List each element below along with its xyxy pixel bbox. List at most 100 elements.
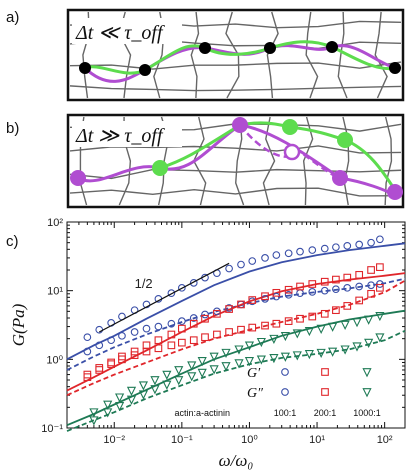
data-point-1000-1-loss	[103, 408, 113, 418]
data-point-1000-1-storage	[375, 311, 385, 322]
data-point-1000-1-storage	[138, 381, 149, 391]
y-tick-label: 10⁰	[46, 354, 63, 366]
data-point-200-1-loss	[237, 325, 245, 334]
data-point-1000-1-storage	[174, 366, 184, 376]
data-point-1000-1-storage	[292, 329, 302, 339]
data-point-1000-1-loss	[197, 368, 207, 378]
data-point-200-1-loss	[261, 321, 269, 330]
y-tick-label: 10²	[47, 217, 63, 229]
data-point-100-1-storage	[178, 283, 186, 292]
data-point-100-1-loss	[332, 285, 340, 294]
data-point-200-1-loss	[284, 317, 293, 325]
fit-line-200-1-loss	[66, 279, 406, 397]
data-point-100-1-storage	[332, 243, 340, 252]
panel-a-crosslink	[264, 42, 276, 54]
data-point-100-1-storage	[83, 333, 92, 342]
data-point-1000-1-storage	[187, 361, 197, 371]
data-point-1000-1-loss	[221, 362, 231, 372]
legend: G′ G″ actin:a-actinin 100:1 200:1 1000:1	[174, 366, 380, 418]
data-point-200-1-loss	[296, 314, 304, 323]
panel-a-annotation: Δt ≪ τ_off	[75, 22, 165, 44]
data-point-200-1-loss	[167, 341, 176, 350]
data-point-200-1-storage	[107, 358, 116, 367]
data-point-100-1-loss	[118, 331, 126, 340]
panel-b-crosslink	[232, 117, 248, 133]
x-tick-label: 10¹	[309, 434, 325, 446]
data-point-1000-1-storage	[126, 386, 137, 396]
fit-line-100-1-loss	[66, 277, 406, 371]
panel-a-crosslink	[139, 64, 151, 76]
data-point-100-1-storage	[261, 254, 269, 262]
data-point-200-1-loss	[332, 306, 340, 315]
data-point-1000-1-loss	[89, 416, 99, 426]
panel-b-crosslink	[282, 119, 298, 135]
data-point-100-1-storage	[272, 251, 281, 259]
slope-guide-line	[98, 262, 230, 333]
data-point-1000-1-loss	[174, 376, 184, 386]
data-point-200-1-storage	[367, 266, 375, 274]
data-point-200-1-loss	[355, 296, 364, 305]
panel-a: Δt ≪ τ_off	[66, 8, 405, 102]
data-point-1000-1-storage	[328, 322, 338, 332]
data-point-1000-1-storage	[352, 318, 362, 328]
panel-b-annotation-bg	[72, 121, 182, 147]
x-tick-label: 10⁰	[241, 434, 258, 446]
data-point-200-1-storage	[213, 309, 221, 318]
data-point-100-1-storage	[376, 235, 384, 244]
data-point-100-1-storage	[343, 241, 352, 250]
data-point-100-1-storage	[355, 240, 364, 249]
data-point-1000-1-storage	[340, 320, 350, 330]
data-point-200-1-loss	[142, 347, 151, 356]
data-point-200-1-loss	[320, 309, 329, 318]
data-point-200-1-storage	[237, 300, 245, 309]
data-point-200-1-loss	[83, 373, 92, 382]
data-point-100-1-loss	[83, 347, 92, 356]
data-point-100-1-loss	[154, 322, 163, 331]
data-point-1000-1-storage	[221, 348, 231, 359]
data-point-100-1-loss	[367, 281, 375, 290]
data-point-200-1-loss	[225, 328, 233, 336]
data-point-100-1-loss	[343, 283, 352, 292]
data-point-1000-1-storage	[364, 315, 374, 325]
legend-ratio-label: 100:1	[274, 408, 297, 418]
data-point-100-1-loss	[107, 336, 116, 345]
data-point-100-1-loss	[320, 286, 329, 295]
data-point-1000-1-loss	[234, 359, 244, 369]
data-point-1000-1-loss	[352, 342, 362, 352]
panel-b-unbound-crosslink	[283, 143, 301, 161]
data-point-1000-1-storage	[316, 324, 326, 334]
data-point-200-1-storage	[189, 319, 198, 328]
data-point-1000-1-loss	[340, 345, 350, 355]
data-point-200-1-storage	[83, 370, 92, 379]
mesh-strand-horizontal	[69, 168, 402, 180]
data-point-200-1-loss	[367, 289, 375, 298]
data-point-1000-1-loss	[244, 357, 255, 367]
plot-area	[66, 221, 406, 429]
data-point-100-1-storage	[296, 247, 304, 256]
legend-ratio-label: 200:1	[314, 408, 337, 418]
data-point-1000-1-storage	[150, 376, 160, 386]
data-point-100-1-storage	[237, 260, 245, 269]
data-point-1000-1-storage	[256, 337, 266, 348]
legend-marker-200-1	[321, 388, 329, 396]
mesh-strand-horizontal	[69, 145, 402, 154]
data-point-1000-1-loss	[269, 354, 279, 364]
legend-marker-200-1	[321, 368, 329, 376]
data-point-1000-1-loss	[280, 352, 290, 362]
slope-annotation: 1/2	[135, 276, 153, 291]
data-point-1000-1-storage	[269, 334, 279, 344]
data-point-200-1-storage	[154, 336, 163, 345]
data-point-1000-1-storage	[244, 341, 255, 351]
data-point-100-1-storage	[248, 257, 257, 265]
y-axis-label: G(Pa)	[9, 303, 28, 346]
data-point-200-1-loss	[213, 330, 221, 339]
data-point-200-1-storage	[308, 280, 317, 288]
data-point-200-1-storage	[261, 292, 269, 301]
data-point-200-1-storage	[142, 341, 151, 350]
data-point-200-1-storage	[343, 273, 352, 282]
data-point-200-1-storage	[272, 288, 281, 297]
panel-b-annotation: Δt ≫ τ_off	[75, 125, 165, 147]
data-point-100-1-loss	[167, 319, 176, 328]
data-point-200-1-loss	[201, 333, 209, 342]
